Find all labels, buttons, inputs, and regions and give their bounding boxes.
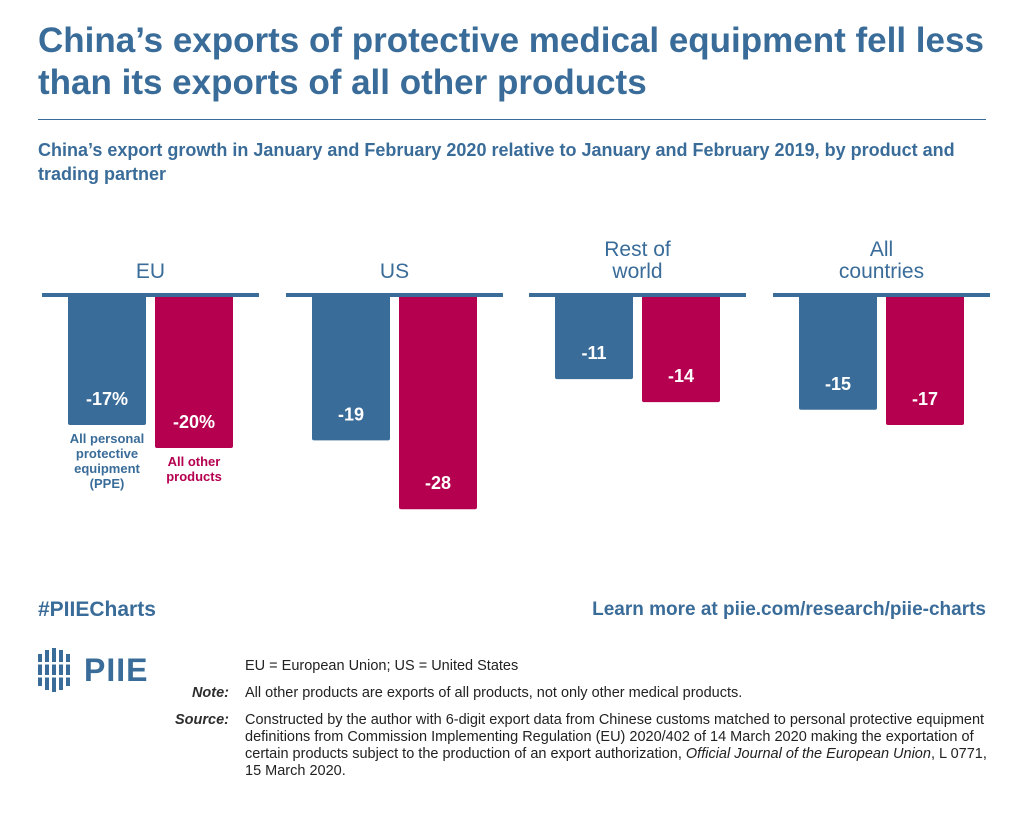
logo-text: PIIE	[84, 651, 149, 688]
source-body: Constructed by the author with 6-digit e…	[245, 712, 985, 762]
category-label-all-countries: All countries	[839, 238, 924, 283]
data-label-us-ppe: -19	[338, 404, 364, 424]
abbreviations-row: EU = European Union; US = United States	[150, 658, 990, 675]
category-label-us: US	[380, 260, 409, 283]
piie-logo-icon	[36, 648, 74, 692]
source-text: Constructed by the author with 6-digit e…	[245, 712, 990, 780]
bar-us-other	[399, 295, 477, 510]
learn-more-link[interactable]: Learn more at piie.com/research/piie-cha…	[592, 599, 986, 620]
data-label-all-countries-ppe: -15	[825, 374, 851, 394]
data-label-rest-of-world-other: -14	[668, 366, 694, 386]
data-label-all-countries-other: -17	[912, 389, 938, 409]
bar-eu-other	[155, 295, 233, 448]
footnotes: EU = European Union; US = United States …	[150, 658, 990, 790]
title-divider	[38, 119, 986, 120]
bar-all-countries-ppe	[799, 295, 877, 410]
baseline-us	[286, 293, 503, 297]
category-label-eu: EU	[136, 260, 165, 283]
source-row: Source: Constructed by the author with 6…	[150, 712, 990, 780]
bar-rest-of-world-ppe	[555, 295, 633, 380]
baseline-rest-of-world	[529, 293, 746, 297]
source-label: Source:	[175, 712, 229, 728]
bar-rest-of-world-other	[642, 295, 720, 403]
bar-eu-ppe	[68, 295, 146, 426]
note-row: Note: All other products are exports of …	[150, 685, 990, 702]
chart-title: China’s exports of protective medical eq…	[38, 21, 984, 102]
bar-chart: EU -17% -20% US -19 -28 Rest of world -11 -14 All c…	[42, 238, 990, 510]
series-label-other: All other products	[166, 454, 222, 484]
data-label-eu-other: -20%	[173, 412, 215, 432]
baseline-all-countries	[773, 293, 990, 297]
source-end: , L 0771, 15 March 2020.	[245, 746, 987, 779]
abbreviations-text: EU = European Union; US = United States	[245, 658, 519, 674]
data-label-rest-of-world-ppe: -11	[581, 343, 606, 363]
category-label-rest-of-world: Rest of world	[604, 238, 671, 283]
hashtag-label: #PIIECharts	[38, 598, 156, 621]
bar-us-ppe	[312, 295, 390, 441]
source-journal: Official Journal of the European Union	[685, 746, 931, 762]
data-label-us-other: -28	[425, 473, 451, 493]
baseline-eu	[42, 293, 259, 297]
piie-logo: PIIE	[36, 648, 148, 692]
chart-subtitle: China’s export growth in January and Feb…	[38, 140, 955, 184]
note-text: All other products are exports of all pr…	[245, 685, 743, 701]
bar-all-countries-other	[886, 295, 964, 426]
data-label-eu-ppe: -17%	[86, 389, 128, 409]
series-label-ppe: All personal protective equipment (PPE)	[70, 431, 144, 491]
note-label: Note:	[191, 685, 229, 701]
